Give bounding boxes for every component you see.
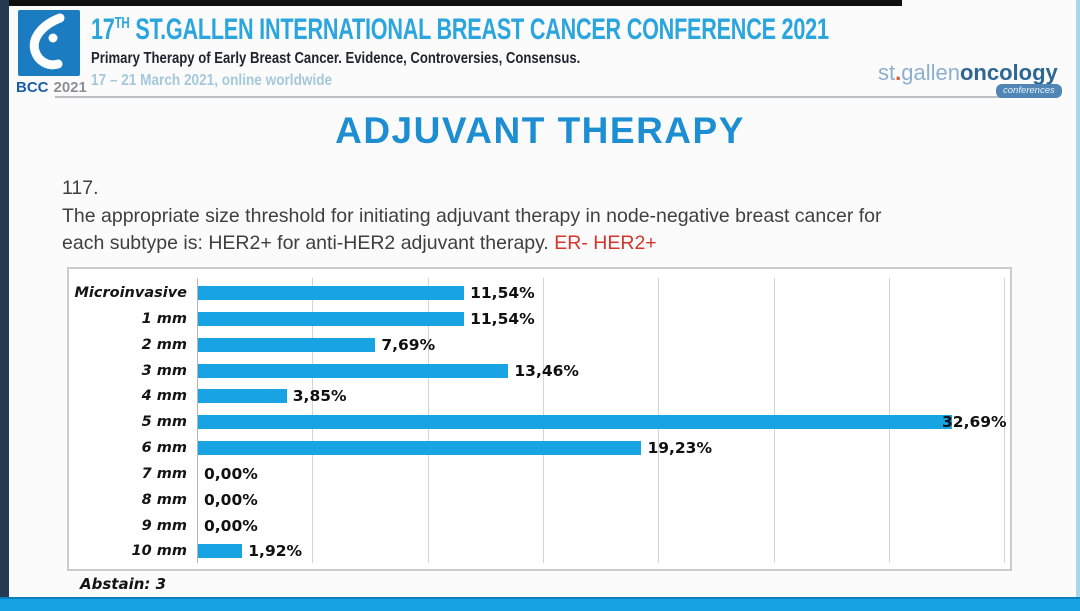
value-label: 13,46% xyxy=(514,361,579,380)
bar xyxy=(198,337,376,352)
value-label: 32,69% xyxy=(942,413,1007,432)
value-label: 7,69% xyxy=(381,335,436,354)
category-label: 8 mm xyxy=(141,491,187,508)
brand-oncology: oncology xyxy=(959,60,1058,85)
conference-title: 17TH ST.GALLEN INTERNATIONAL BREAST CANC… xyxy=(91,13,829,47)
value-label: 3,85% xyxy=(292,387,347,406)
value-label: 11,54% xyxy=(470,284,535,302)
category-label: 1 mm xyxy=(141,310,187,327)
right-edge-strip xyxy=(1076,0,1080,611)
question-number: 117. xyxy=(62,177,99,199)
y-axis-line xyxy=(197,278,198,563)
category-label: 7 mm xyxy=(141,465,187,482)
bcc-logo-caption: BCC 2021 xyxy=(16,79,87,96)
question-line2: each subtype is: HER2+ for anti-HER2 adj… xyxy=(62,232,555,254)
question-text: The appropriate size threshold for initi… xyxy=(62,203,1042,257)
bar xyxy=(198,544,243,559)
top-letterbox-strip xyxy=(0,0,902,6)
bar xyxy=(198,415,952,430)
left-edge-strip xyxy=(0,0,9,611)
value-label: 19,23% xyxy=(647,439,712,458)
category-label: 2 mm xyxy=(141,336,187,353)
abstain-note: Abstain: 3 xyxy=(80,575,167,593)
title-text: ST.GALLEN INTERNATIONAL BREAST CANCER CO… xyxy=(129,13,829,46)
category-label: Microinvasive xyxy=(74,285,187,301)
category-label: 5 mm xyxy=(141,414,187,431)
value-label: 11,54% xyxy=(470,309,535,328)
bar xyxy=(198,363,509,378)
conference-date: 17 – 21 March 2021, online worldwide xyxy=(91,72,333,89)
bcc-text: BCC xyxy=(16,79,49,96)
title-number: 17 xyxy=(91,13,115,46)
category-label: 9 mm xyxy=(141,517,187,534)
header-divider xyxy=(55,96,1053,98)
category-label: 3 mm xyxy=(141,362,187,379)
poll-bar-chart: Microinvasive 11,54% 1 mm 11,54% 2 mm 7,69% 3 … xyxy=(67,267,1012,571)
bar xyxy=(198,286,465,300)
value-label: 0,00% xyxy=(204,490,258,509)
slide-title: ADJUVANT THERAPY xyxy=(335,110,745,151)
bottom-accent-bar xyxy=(0,597,1080,611)
category-label: 6 mm xyxy=(141,440,187,457)
bcc-year: 2021 xyxy=(53,79,87,96)
category-label: 4 mm xyxy=(141,388,187,405)
bar xyxy=(198,311,465,326)
category-label: 10 mm xyxy=(131,543,187,560)
swan-drop-icon xyxy=(29,13,65,70)
conference-subtitle: Primary Therapy of Early Breast Cancer. … xyxy=(91,50,581,67)
bcc-logo xyxy=(18,10,80,76)
brand-dot: . xyxy=(895,60,902,85)
brand-gallen: gallen xyxy=(901,60,960,85)
value-label: 0,00% xyxy=(204,516,258,535)
value-label: 1,92% xyxy=(248,542,303,561)
bar xyxy=(198,441,642,456)
bar xyxy=(198,389,287,404)
gridline xyxy=(1004,278,1006,563)
brand-st: st xyxy=(878,60,896,85)
conferences-badge: conferences xyxy=(996,84,1062,98)
value-label: 0,00% xyxy=(204,464,258,483)
question-highlight: ER- HER2+ xyxy=(554,232,657,254)
title-ordinal: TH xyxy=(114,15,130,32)
stgallen-oncology-logo: st.gallenoncology xyxy=(878,60,1058,86)
question-line1: The appropriate size threshold for initi… xyxy=(62,205,882,227)
